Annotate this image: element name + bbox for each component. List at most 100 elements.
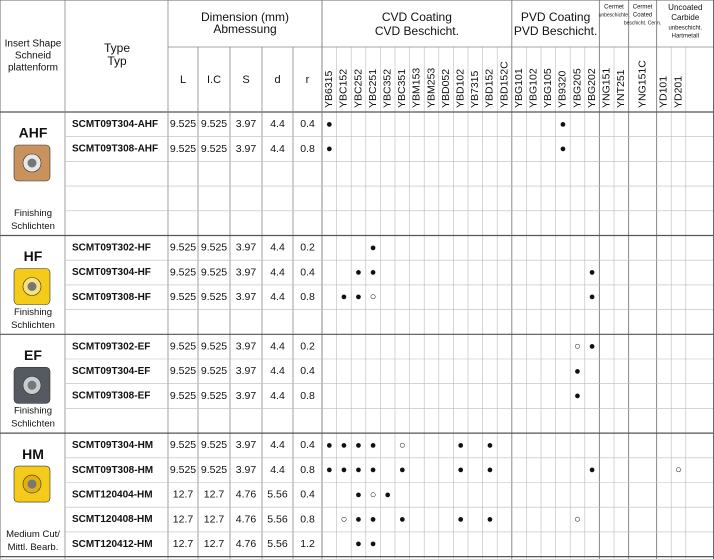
grade-name: YBC352 [381, 69, 393, 108]
grade-mark: ● [560, 118, 567, 130]
type-name: SCMT120408-HM [72, 514, 153, 525]
grade-mark: ● [370, 464, 377, 476]
dimension-value: 0.2 [300, 340, 315, 352]
dimension-value: 9.525 [201, 291, 227, 303]
dimension-value: 0.4 [300, 266, 315, 278]
type-name: SCMT09T302-EF [72, 341, 150, 352]
grade-name: YBC351 [396, 69, 408, 108]
grade-name: YD101 [658, 76, 670, 108]
dimension-value: 9.525 [170, 266, 196, 278]
group-title: unbeschichtet [599, 12, 630, 18]
header-text: Dimension (mm) [201, 10, 289, 24]
header-text: Schneid [15, 51, 51, 62]
grade-name: YNG151C [636, 60, 648, 108]
grade-mark: ● [399, 513, 406, 525]
grade-mark: ● [326, 464, 333, 476]
dimension-value: 3.97 [236, 365, 257, 377]
dimension-value: 9.525 [201, 266, 227, 278]
grade-mark: ● [355, 489, 362, 501]
type-name: SCMT120412-HM [72, 539, 153, 550]
dimension-value: 4.4 [270, 390, 285, 402]
grade-name: YBG102 [527, 68, 539, 108]
dimension-value: 9.525 [201, 365, 227, 377]
dimension-value: 9.525 [170, 390, 196, 402]
insert-hole-inner [27, 282, 37, 291]
group-title: Carbide [671, 13, 700, 22]
grade-mark: ● [355, 513, 362, 525]
dimension-value: 4.4 [270, 365, 285, 377]
grade-name: YBC251 [367, 69, 379, 108]
grade-name: YBG101 [513, 68, 525, 108]
dimension-value: 12.7 [204, 538, 225, 550]
dimension-value: 9.525 [170, 365, 196, 377]
dimension-value: 9.525 [170, 118, 196, 130]
dimension-value: 9.525 [201, 439, 227, 451]
section-caption: Schlichten [11, 419, 55, 430]
grade-mark: ● [457, 513, 464, 525]
grade-name: YBD152 [484, 69, 496, 108]
header-text: r [306, 74, 310, 86]
grade-mark: ○ [675, 464, 682, 476]
dimension-value: 12.7 [204, 489, 225, 501]
section-caption: Schlichten [11, 320, 55, 331]
type-name: SCMT09T304-HM [72, 440, 153, 451]
header-text: plattenform [8, 63, 58, 74]
type-name: SCMT09T304-AHF [72, 119, 158, 130]
dimension-value: 4.4 [270, 242, 285, 254]
grade-name: YBD052 [440, 69, 452, 108]
grade-mark: ● [355, 266, 362, 278]
grade-name: YB9320 [557, 70, 569, 108]
dimension-value: 4.4 [270, 464, 285, 476]
dimension-value: 3.97 [236, 390, 257, 402]
grade-name: YBC252 [352, 69, 364, 108]
group-title: beschicht. Cerm. [624, 20, 662, 26]
type-name: SCMT120404-HM [72, 489, 153, 500]
grade-name: YBD152C [498, 61, 510, 108]
grade-mark: ● [355, 439, 362, 451]
type-name: SCMT09T308-HF [72, 292, 151, 303]
grade-name: YNG151 [600, 68, 612, 108]
header-text: d [274, 74, 280, 86]
grade-mark: ○ [574, 341, 581, 353]
insert-hole-inner [27, 380, 37, 390]
dimension-value: 3.97 [236, 242, 257, 254]
dimension-value: 3.97 [236, 291, 257, 303]
grade-mark: ● [355, 291, 362, 303]
dimension-value: 4.4 [270, 340, 285, 352]
grade-mark: ● [589, 266, 596, 278]
type-name: SCMT09T308-HM [72, 465, 153, 476]
dimension-value: 4.76 [236, 538, 257, 550]
type-name: SCMT09T304-EF [72, 366, 150, 377]
grade-mark: ● [326, 118, 333, 130]
group-title: unbeschicht. [668, 26, 702, 32]
grade-name: YD201 [672, 76, 684, 108]
dimension-value: 9.525 [170, 242, 196, 254]
section-label: AHF [19, 125, 48, 141]
grade-mark: ● [370, 242, 377, 254]
dimension-value: 12.7 [173, 489, 194, 501]
dimension-value: 0.8 [300, 390, 315, 402]
grade-mark: ● [341, 439, 348, 451]
grade-mark: ● [355, 538, 362, 550]
group-title: Cermet [633, 5, 653, 11]
grade-mark: ● [560, 143, 567, 155]
dimension-value: 12.7 [173, 513, 194, 525]
grade-mark: ● [370, 513, 377, 525]
grade-mark: ● [457, 464, 464, 476]
grade-mark: ○ [341, 513, 348, 525]
dimension-value: 9.525 [201, 143, 227, 155]
section-caption: Mittl. Bearb. [8, 542, 59, 553]
grade-name: YB6315 [323, 70, 335, 108]
grade-mark: ● [326, 143, 333, 155]
grade-name: YBD102 [454, 69, 466, 108]
dimension-value: 4.4 [270, 143, 285, 155]
grade-name: YBM253 [425, 68, 437, 108]
type-name: SCMT09T304-HF [72, 267, 151, 278]
dimension-value: 3.97 [236, 118, 257, 130]
section-caption: Finishing [14, 208, 52, 219]
header-text: Insert Shape [5, 39, 62, 50]
grade-mark: ● [589, 291, 596, 303]
section-caption: Finishing [14, 307, 52, 318]
grade-mark: ● [370, 538, 377, 550]
